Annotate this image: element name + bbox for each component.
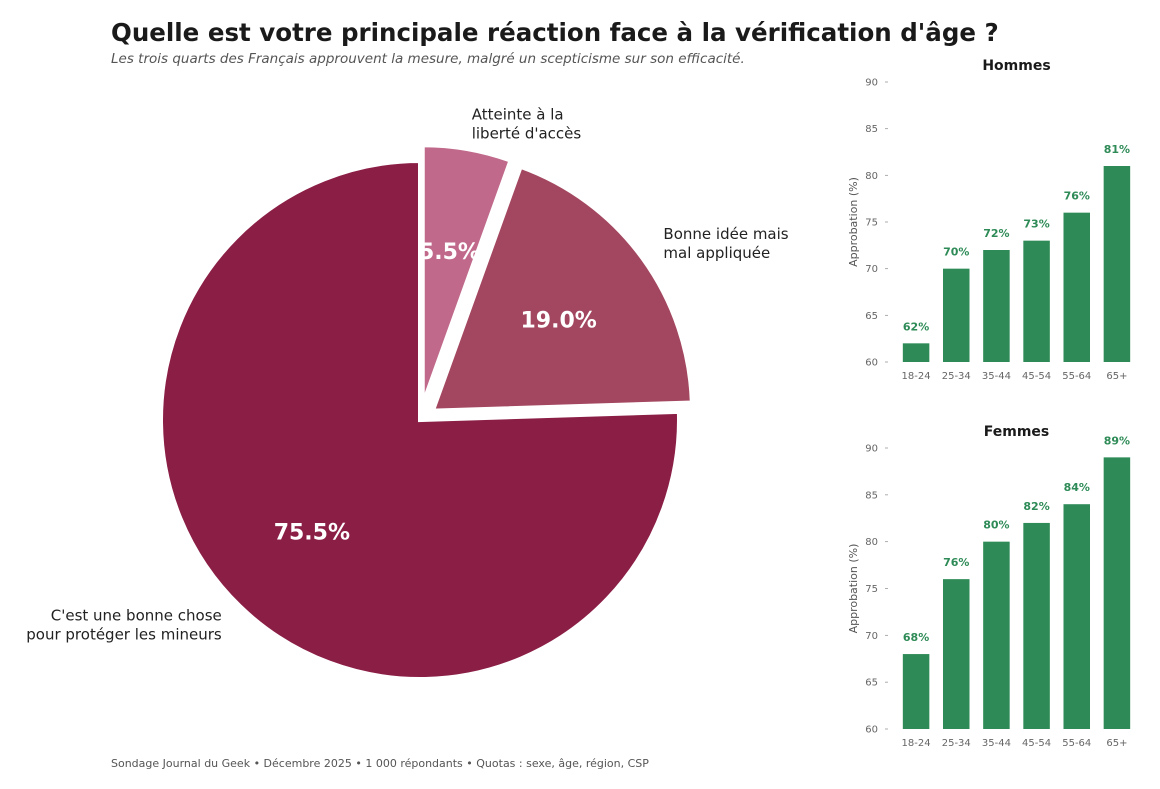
bar xyxy=(1023,522,1050,729)
pie-chart: 75.5% C'est une bonne chose pour protéger … xyxy=(26,106,789,681)
pie-category-label-line: C'est une bonne chose xyxy=(51,607,222,625)
bar xyxy=(1103,457,1131,729)
y-tick-label: 80 xyxy=(865,537,878,548)
y-tick-label: 75 xyxy=(865,218,878,229)
y-axis-label: Approbation (%) xyxy=(847,544,860,634)
y-tick-label: 65 xyxy=(865,311,878,322)
x-tick-label: 55-64 xyxy=(1062,738,1091,749)
bar-data-label: 76% xyxy=(1064,190,1090,203)
bar-data-label: 76% xyxy=(943,556,969,569)
bar-data-label: 72% xyxy=(983,227,1009,240)
x-tick-label: 65+ xyxy=(1106,371,1127,382)
bar-data-label: 82% xyxy=(1023,500,1049,513)
bar xyxy=(1023,240,1050,362)
y-tick-label: 90 xyxy=(865,444,878,455)
pie-category-label-line: pour protéger les mineurs xyxy=(26,626,222,644)
y-axis-label: Approbation (%) xyxy=(847,177,860,267)
bar-chart-title: Femmes xyxy=(984,424,1050,440)
bar xyxy=(1103,166,1131,362)
bar-data-label: 70% xyxy=(943,246,969,259)
pie-pct-label: 19.0% xyxy=(521,308,597,333)
bar-data-label: 84% xyxy=(1064,481,1090,494)
bar-data-label: 62% xyxy=(903,320,929,333)
bar xyxy=(902,654,930,729)
pie-category-label-line: liberté d'accès xyxy=(472,125,582,143)
y-tick-label: 70 xyxy=(865,631,878,642)
bar xyxy=(983,250,1010,362)
y-tick-label: 75 xyxy=(865,584,878,595)
bar-chart-title: Hommes xyxy=(982,58,1050,74)
x-tick-label: 25-34 xyxy=(942,371,971,382)
bar xyxy=(1063,504,1091,729)
y-tick-label: 70 xyxy=(865,264,878,275)
y-tick-label: 85 xyxy=(865,124,878,135)
y-tick-label: 90 xyxy=(865,78,878,89)
chart-title: Quelle est votre principale réaction fac… xyxy=(111,18,999,47)
y-tick-label: 60 xyxy=(865,358,878,369)
pie-category-label-line: Bonne idée mais xyxy=(663,225,788,243)
pie-category-label: C'est une bonne chose pour protéger les m… xyxy=(26,607,222,644)
x-tick-label: 45-54 xyxy=(1022,738,1051,749)
x-tick-label: 65+ xyxy=(1106,738,1127,749)
bar xyxy=(902,343,930,362)
bar xyxy=(1063,212,1091,362)
bar xyxy=(942,579,970,729)
x-tick-label: 45-54 xyxy=(1022,371,1051,382)
bar-charts: Hommes 60 65 70 75 80 85 90 Approbation (%) 62% 18… xyxy=(847,58,1131,749)
y-tick-label: 65 xyxy=(865,678,878,689)
pie-category-label: Bonne idée mais mal appliquée xyxy=(663,225,788,262)
pie-category-label-line: Atteinte à la xyxy=(472,106,564,124)
y-tick-label: 85 xyxy=(865,490,878,501)
pie-pct-label: 75.5% xyxy=(274,521,350,546)
bar-data-label: 73% xyxy=(1023,218,1049,231)
x-tick-label: 25-34 xyxy=(942,738,971,749)
bar-data-label: 80% xyxy=(983,519,1009,532)
pie-category-label-line: mal appliquée xyxy=(663,244,770,262)
bar-chart-hommes: Hommes 60 65 70 75 80 85 90 Approbation (%) 62% 18… xyxy=(847,58,1131,382)
x-tick-label: 35-44 xyxy=(982,371,1011,382)
x-tick-label: 18-24 xyxy=(902,371,931,382)
y-tick-label: 80 xyxy=(865,171,878,182)
x-tick-label: 55-64 xyxy=(1062,371,1091,382)
bar-chart-femmes: Femmes 60 65 70 75 80 85 90 Approbation (%) 68% 18… xyxy=(847,424,1131,749)
pie-pct-label: 5.5% xyxy=(419,240,480,265)
x-tick-label: 18-24 xyxy=(902,738,931,749)
source-footnote: Sondage Journal du Geek • Décembre 2025 … xyxy=(111,757,649,770)
pie-slice-1 xyxy=(159,158,681,681)
y-tick-label: 60 xyxy=(865,725,878,736)
bar xyxy=(942,268,970,362)
pie-slice-3 xyxy=(420,143,514,405)
chart-subtitle: Les trois quarts des Français approuvent… xyxy=(111,51,745,67)
pie-category-label: Atteinte à la liberté d'accès xyxy=(472,106,582,143)
bar-data-label: 68% xyxy=(903,631,929,644)
x-tick-label: 35-44 xyxy=(982,738,1011,749)
bar-data-label: 89% xyxy=(1104,434,1130,447)
pie-slice-2 xyxy=(430,164,694,413)
bar-data-label: 81% xyxy=(1104,143,1130,156)
bar xyxy=(983,541,1010,729)
